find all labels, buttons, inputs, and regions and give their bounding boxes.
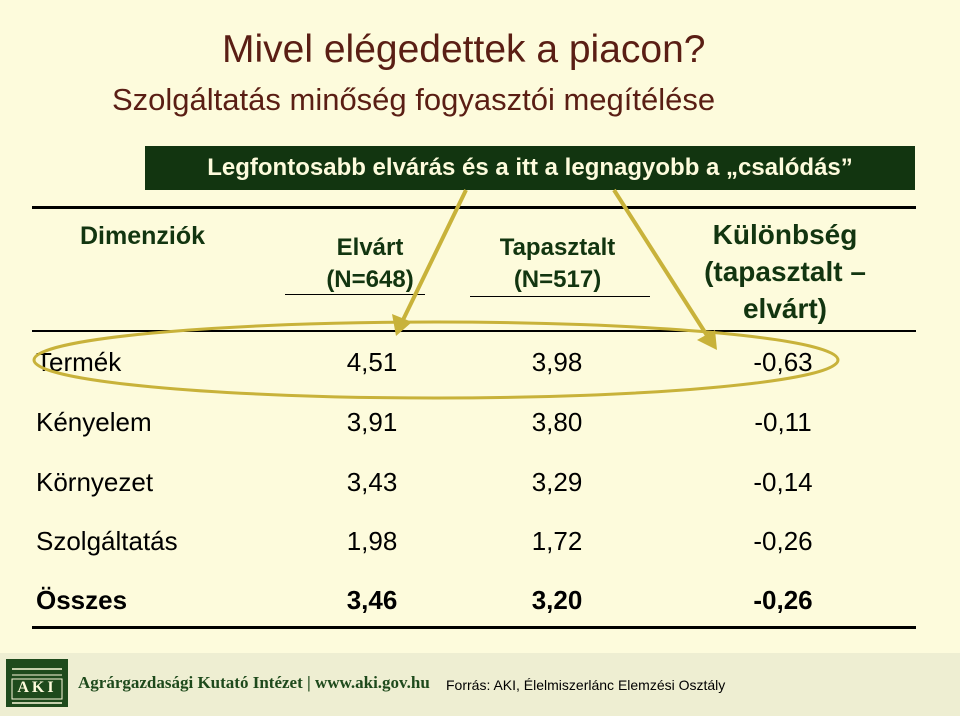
logo-text: AKI (17, 679, 57, 696)
header-expected-line1: Elvárt (336, 234, 404, 261)
aki-logo: AKI (6, 659, 68, 707)
footer-bar (0, 653, 960, 716)
arrow-to-difference-head (697, 330, 717, 350)
value-difference: -0,26 (753, 585, 813, 615)
table-bottom-rule (32, 626, 916, 629)
value-experienced: 3,20 (531, 585, 583, 615)
highlight-banner: Legfontosabb elvárás és a itt a legnagyo… (145, 146, 915, 190)
page-title: Mivel elégedettek a piacon? (222, 28, 706, 71)
header-dimensions: Dimenziók (80, 222, 205, 251)
header-difference-line1: Különbség (712, 219, 858, 250)
banner-text: Legfontosabb elvárás és a itt a legnagyo… (207, 154, 853, 181)
header-bottom-rule (32, 330, 916, 332)
header-difference: Különbség (tapasztalt – elvárt) (680, 216, 890, 327)
value-difference: -0,11 (754, 407, 812, 437)
row-label-total: Összes (36, 585, 128, 615)
header-experienced: Tapasztalt (N=517) (470, 232, 645, 296)
arrow-to-expected-head (392, 314, 412, 336)
header-experienced-line2: (N=517) (513, 266, 602, 293)
value-experienced: 3,29 (531, 467, 583, 497)
header-dimensions-label: Dimenziók (80, 222, 206, 250)
header-expected-line2: (N=648) (326, 266, 414, 293)
logo-emblem-icon (11, 668, 63, 704)
header-difference-line2: (tapasztalt – (704, 256, 866, 287)
page-subtitle: Szolgáltatás minőség fogyasztói megítélé… (112, 82, 716, 117)
value-expected: 4,51 (346, 347, 398, 377)
value-expected: 1,98 (346, 526, 398, 556)
value-expected: 3,91 (346, 407, 398, 437)
source-note: Forrás: AKI, Élelmiszerlánc Elemzési Osz… (446, 677, 726, 693)
header-experienced-line1: Tapasztalt (499, 234, 616, 261)
value-experienced: 1,72 (531, 526, 583, 556)
arrow-to-expected-line (400, 189, 468, 323)
value-difference: -0,26 (753, 526, 813, 556)
value-difference: -0,63 (753, 347, 813, 377)
row-label-convenience: Kényelem (36, 407, 152, 437)
value-expected: 3,43 (346, 467, 398, 497)
value-experienced: 3,80 (531, 407, 583, 437)
table-top-rule (32, 206, 916, 209)
value-experienced: 3,98 (531, 347, 583, 377)
experienced-header-underline (470, 296, 650, 297)
row-label-environment: Környezet (36, 467, 154, 497)
value-expected: 3,46 (346, 585, 398, 615)
row-label-service: Szolgáltatás (36, 526, 178, 556)
highlight-ellipse (32, 320, 840, 400)
expected-header-underline (285, 294, 425, 295)
organization-name: Agrárgazdasági Kutató Intézet | www.aki.… (78, 673, 430, 692)
header-difference-line3: elvárt) (742, 293, 828, 324)
header-expected: Elvárt (N=648) (300, 232, 440, 296)
value-difference: -0,14 (753, 467, 813, 497)
arrow-to-difference-line (612, 188, 710, 339)
